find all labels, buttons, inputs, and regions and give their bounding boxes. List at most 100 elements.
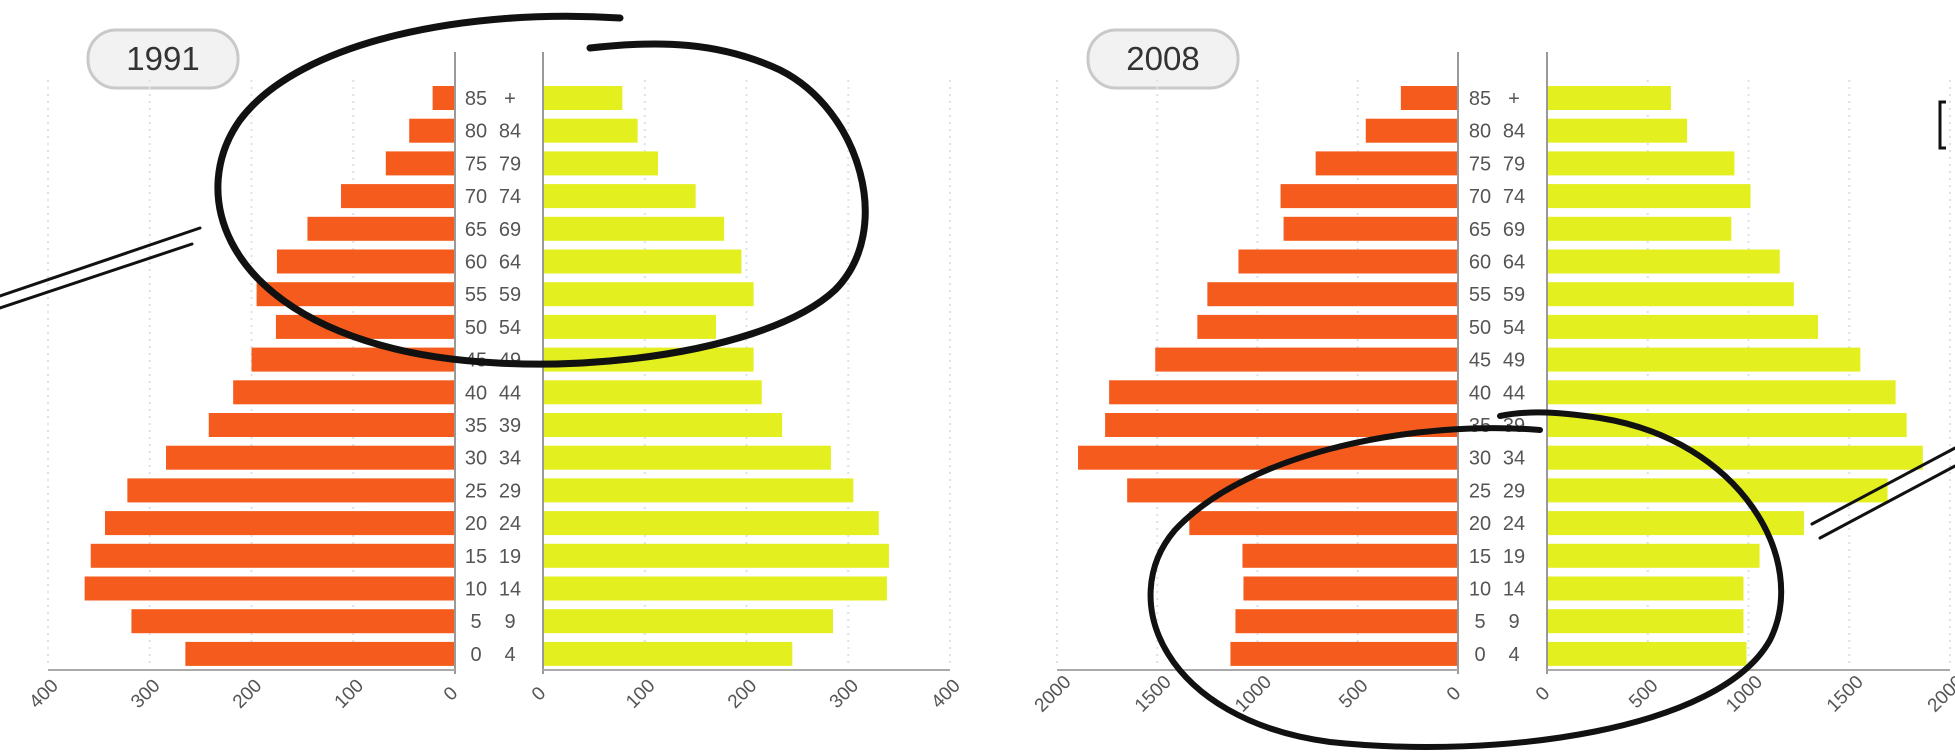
- bar-left: [1280, 184, 1458, 209]
- bar-right: [1547, 86, 1671, 110]
- age-label-end: 14: [1503, 579, 1525, 601]
- age-label-end: 19: [1503, 546, 1525, 568]
- bar-right: [1547, 249, 1780, 274]
- age-label-end: 49: [1503, 350, 1525, 372]
- age-label-end: 14: [499, 579, 521, 601]
- age-label-end: 69: [1503, 219, 1525, 241]
- age-label-start: 30: [465, 448, 487, 470]
- x-tick-label-right: 0: [1532, 683, 1554, 705]
- bracket-mark: [1938, 100, 1946, 150]
- bar-right: [543, 576, 887, 601]
- bar-right: [543, 216, 725, 241]
- age-label-start: 15: [465, 546, 487, 568]
- annotation-pointer-right: [1810, 446, 1955, 526]
- annotation-marks: [0, 12, 1955, 750]
- bar-left: [127, 478, 456, 503]
- age-label-start: 25: [465, 480, 487, 502]
- age-label-end: 79: [499, 153, 521, 175]
- x-tick-label-right: 400: [927, 675, 964, 712]
- age-label-end: 4: [504, 644, 515, 666]
- age-label-start: 45: [1469, 350, 1491, 372]
- bar-left: [84, 576, 455, 601]
- bar-left: [90, 543, 456, 568]
- annotation-pointer-left-2: [0, 242, 194, 310]
- age-label-end: 79: [1503, 153, 1525, 175]
- age-label-start: 60: [1469, 252, 1491, 274]
- annotation-pointer-right-2: [1818, 464, 1955, 540]
- age-label-start: 30: [1469, 448, 1491, 470]
- chart-title-2008: 2008: [1126, 40, 1199, 77]
- bar-left: [1155, 347, 1458, 372]
- bar-left: [409, 118, 455, 143]
- x-tick-label-right: 0: [528, 683, 550, 705]
- age-label-end: 29: [1503, 480, 1525, 502]
- age-label-end: 64: [499, 252, 521, 274]
- bar-right: [543, 413, 783, 437]
- age-label-end: 19: [499, 546, 521, 568]
- bar-right: [1547, 151, 1735, 176]
- age-label-start: 35: [465, 415, 487, 437]
- bar-left: [1283, 216, 1458, 241]
- x-tick-label-right: 2000: [1924, 672, 1955, 717]
- bar-right: [1547, 380, 1896, 405]
- bar-left: [1242, 543, 1458, 568]
- age-label-end: 24: [1503, 513, 1525, 535]
- age-label-end: 64: [1503, 252, 1525, 274]
- x-tick-label-left: 0: [440, 683, 462, 705]
- bar-left: [1365, 118, 1458, 143]
- x-tick-label-right: 300: [826, 675, 863, 712]
- bar-left: [432, 86, 455, 110]
- bar-left: [1315, 151, 1458, 176]
- bar-left: [385, 151, 455, 176]
- bar-right: [543, 86, 623, 110]
- bar-left: [251, 347, 455, 372]
- bar-left: [166, 445, 455, 470]
- age-label-start: 10: [465, 579, 487, 601]
- bar-right: [1547, 347, 1861, 372]
- bar-right: [1547, 184, 1751, 209]
- age-label-start: 70: [465, 186, 487, 208]
- age-label-start: 15: [1469, 546, 1491, 568]
- age-label-start: 65: [465, 219, 487, 241]
- bar-right: [543, 543, 889, 568]
- x-tick-label-left: 300: [127, 675, 164, 712]
- age-label-end: 4: [1508, 644, 1519, 666]
- x-tick-label-left: 1000: [1231, 672, 1276, 717]
- bar-right: [543, 445, 831, 470]
- age-label-end: 74: [1503, 186, 1525, 208]
- age-label-end: 34: [1503, 448, 1525, 470]
- age-label-start: 40: [465, 382, 487, 404]
- bar-right: [543, 478, 854, 503]
- age-label-end: 44: [499, 382, 521, 404]
- age-label-start: 50: [1469, 317, 1491, 339]
- bar-left: [1078, 445, 1458, 470]
- bar-right: [1547, 216, 1732, 241]
- age-label-start: 85: [465, 88, 487, 110]
- bar-right: [543, 151, 658, 176]
- bar-right: [1547, 478, 1888, 503]
- bar-left: [1400, 86, 1458, 110]
- age-label-end: 59: [499, 284, 521, 306]
- bar-left: [276, 249, 455, 274]
- age-label-start: 20: [1469, 513, 1491, 535]
- age-label-start: 80: [465, 121, 487, 143]
- bar-right: [543, 609, 833, 634]
- bar-right: [1547, 576, 1744, 601]
- age-label-start: 5: [470, 611, 481, 633]
- bar-left: [341, 184, 455, 209]
- age-label-start: 60: [465, 252, 487, 274]
- bar-right: [543, 249, 742, 274]
- age-label-end: 54: [1503, 317, 1525, 339]
- x-tick-label-left: 2000: [1031, 672, 1076, 717]
- bar-right: [543, 314, 716, 339]
- age-label-end: 24: [499, 513, 521, 535]
- age-label-start: 5: [1474, 611, 1485, 633]
- age-label-end: 9: [504, 611, 515, 633]
- bar-right: [1547, 118, 1688, 143]
- x-tick-label-left: 100: [331, 675, 368, 712]
- bar-left: [307, 216, 455, 241]
- x-tick-label-left: 200: [229, 675, 266, 712]
- age-label-start: 0: [1474, 644, 1485, 666]
- age-label-end: 69: [499, 219, 521, 241]
